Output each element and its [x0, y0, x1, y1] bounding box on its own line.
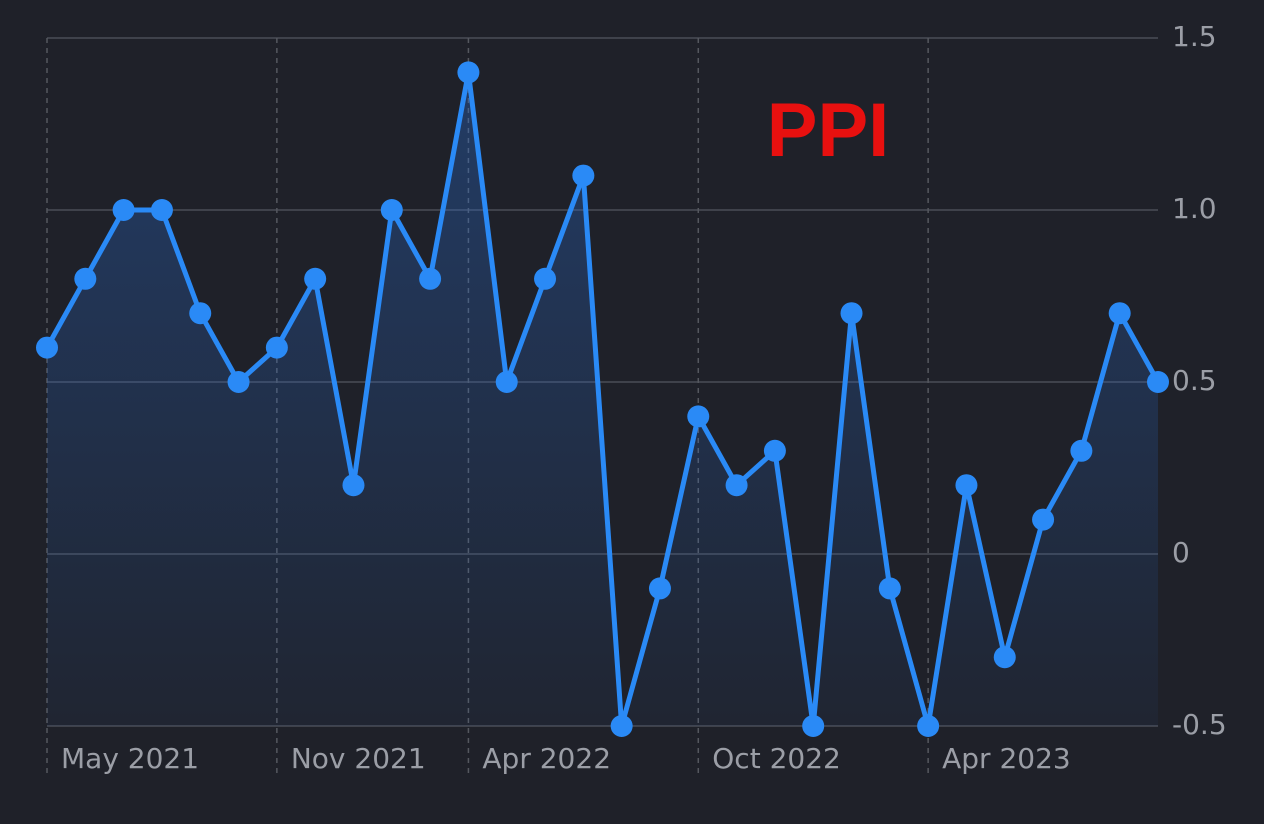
- point: [1070, 439, 1093, 462]
- point: [495, 371, 518, 393]
- x-tick-label: Nov 2021: [291, 742, 426, 775]
- y-tick-label: -0.5: [1172, 708, 1227, 741]
- chart-title: PPI: [767, 88, 890, 173]
- y-tick-label: 1.5: [1172, 20, 1217, 53]
- point: [610, 715, 633, 737]
- x-tick-label: Oct 2022: [712, 742, 841, 775]
- y-tick-label: 0: [1172, 536, 1190, 569]
- point: [802, 715, 825, 737]
- point: [189, 302, 212, 325]
- point: [534, 267, 557, 290]
- point: [917, 715, 940, 737]
- point: [993, 646, 1016, 669]
- point: [878, 577, 901, 600]
- point: [265, 336, 288, 359]
- point: [304, 267, 327, 290]
- point: [572, 164, 595, 187]
- point: [342, 474, 365, 497]
- point: [457, 61, 480, 84]
- y-tick-label: 0.5: [1172, 364, 1217, 397]
- point: [725, 474, 748, 497]
- y-tick-label: 1.0: [1172, 192, 1217, 225]
- point: [1032, 508, 1055, 531]
- point: [1147, 371, 1169, 393]
- line: [44, 69, 1161, 729]
- x-tick-label: Apr 2023: [942, 742, 1071, 775]
- area: [47, 72, 1158, 726]
- x-tick-label: Apr 2022: [482, 742, 611, 775]
- point: [763, 439, 786, 462]
- point: [1108, 302, 1131, 325]
- point: [648, 577, 671, 600]
- point: [74, 267, 97, 290]
- point: [36, 336, 58, 359]
- point: [380, 199, 403, 221]
- point: [112, 199, 135, 221]
- point: [227, 371, 250, 393]
- point: [687, 405, 710, 428]
- point: [150, 199, 173, 221]
- point: [840, 302, 863, 325]
- point: [955, 474, 978, 497]
- point: [419, 267, 442, 290]
- x-tick-label: May 2021: [61, 742, 199, 775]
